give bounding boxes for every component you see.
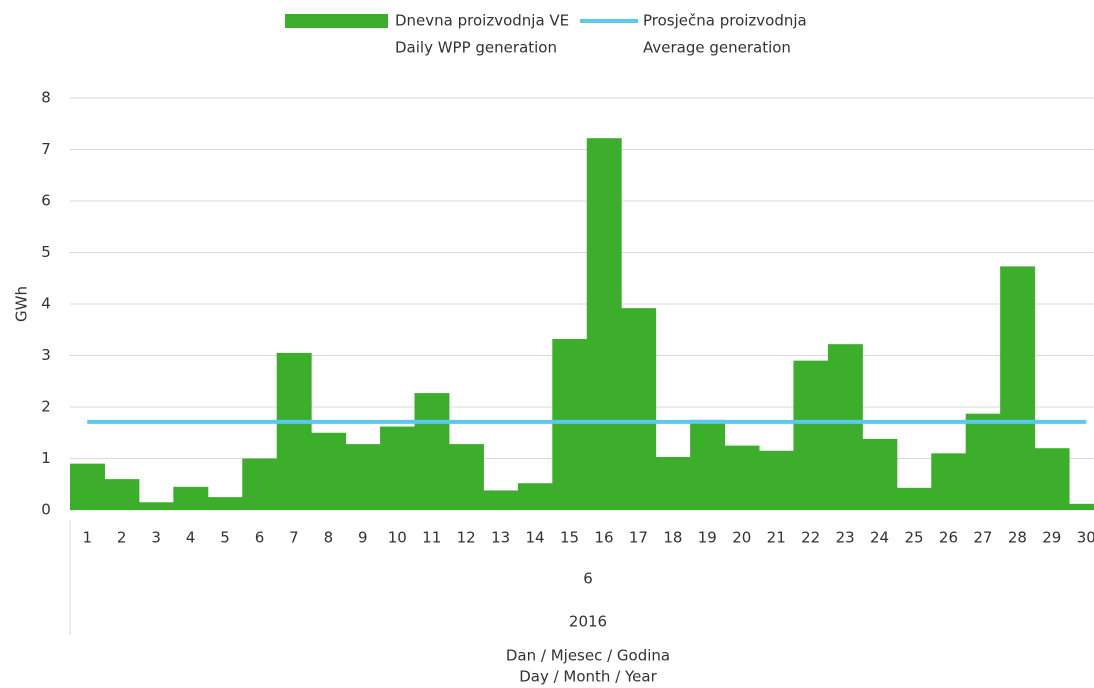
bar bbox=[448, 444, 484, 510]
y-tick-label: 0 bbox=[41, 501, 51, 519]
bar bbox=[552, 339, 588, 510]
x-tick-label: 20 bbox=[732, 529, 751, 547]
x-tick-label: 12 bbox=[457, 529, 476, 547]
x-axis-title: Dan / Mjesec / Godina bbox=[506, 647, 670, 665]
legend-label: Prosječna proizvodnja bbox=[643, 12, 807, 30]
bar bbox=[586, 138, 622, 511]
bar bbox=[104, 479, 140, 510]
x-tick-label: 3 bbox=[151, 529, 161, 547]
x-tick-label: 19 bbox=[698, 529, 717, 547]
month-label: 6 bbox=[583, 570, 593, 588]
x-tick-label: 23 bbox=[836, 529, 855, 547]
x-tick-label: 2 bbox=[117, 529, 127, 547]
bar bbox=[931, 453, 967, 510]
x-tick-label: 22 bbox=[801, 529, 820, 547]
bar bbox=[1000, 266, 1036, 510]
y-tick-label: 6 bbox=[41, 192, 51, 210]
bar bbox=[690, 419, 726, 510]
bar bbox=[827, 344, 863, 510]
bar bbox=[173, 486, 209, 510]
y-tick-label: 3 bbox=[41, 346, 51, 364]
x-tick-label: 28 bbox=[1008, 529, 1027, 547]
y-tick-label: 8 bbox=[41, 89, 51, 107]
x-tick-label: 17 bbox=[629, 529, 648, 547]
bar bbox=[138, 502, 174, 510]
x-tick-label: 7 bbox=[289, 529, 299, 547]
bar bbox=[793, 360, 829, 510]
x-tick-label: 21 bbox=[767, 529, 786, 547]
x-tick-label: 14 bbox=[526, 529, 545, 547]
y-tick-label: 1 bbox=[41, 449, 51, 467]
x-tick-label: 18 bbox=[663, 529, 682, 547]
x-tick-label: 24 bbox=[870, 529, 889, 547]
bar bbox=[655, 456, 691, 510]
bar bbox=[759, 450, 794, 510]
x-tick-label: 5 bbox=[220, 529, 230, 547]
legend-swatch bbox=[285, 14, 388, 28]
bar bbox=[242, 458, 278, 510]
x-tick-label: 8 bbox=[324, 529, 334, 547]
x-tick-label: 27 bbox=[973, 529, 992, 547]
bar bbox=[621, 308, 657, 510]
x-tick-label: 26 bbox=[939, 529, 958, 547]
x-tick-label: 11 bbox=[422, 529, 441, 547]
bar bbox=[483, 490, 519, 510]
x-tick-label: 4 bbox=[186, 529, 196, 547]
bar bbox=[207, 497, 243, 510]
y-axis-title: GWh bbox=[13, 286, 31, 322]
bar bbox=[896, 487, 932, 510]
legend-label: Dnevna proizvodnja VE bbox=[395, 12, 569, 30]
year-label: 2016 bbox=[569, 613, 607, 631]
y-tick-label: 4 bbox=[41, 295, 51, 313]
y-tick-label: 2 bbox=[41, 398, 51, 416]
y-tick-label: 7 bbox=[41, 140, 51, 158]
x-tick-label: 16 bbox=[594, 529, 613, 547]
bar bbox=[276, 352, 312, 510]
x-tick-label: 6 bbox=[255, 529, 265, 547]
bar bbox=[70, 463, 105, 510]
x-tick-label: 15 bbox=[560, 529, 579, 547]
bar bbox=[724, 445, 760, 510]
x-tick-label: 25 bbox=[904, 529, 923, 547]
x-tick-label: 9 bbox=[358, 529, 368, 547]
x-tick-label: 30 bbox=[1077, 529, 1094, 547]
bar bbox=[1034, 448, 1070, 510]
x-tick-label: 29 bbox=[1042, 529, 1061, 547]
x-axis-title: Day / Month / Year bbox=[519, 668, 657, 686]
x-tick-label: 13 bbox=[491, 529, 510, 547]
bar bbox=[311, 432, 347, 510]
legend-label: Average generation bbox=[643, 39, 791, 57]
bar bbox=[414, 393, 450, 510]
bar bbox=[965, 413, 1001, 510]
y-tick-label: 5 bbox=[41, 243, 51, 261]
bar bbox=[1069, 503, 1094, 510]
bar bbox=[345, 444, 381, 510]
bar bbox=[517, 483, 553, 510]
bar bbox=[862, 438, 898, 510]
bar bbox=[380, 426, 415, 510]
x-tick-label: 10 bbox=[388, 529, 407, 547]
x-tick-label: 1 bbox=[82, 529, 92, 547]
legend-label: Daily WPP generation bbox=[395, 39, 557, 57]
